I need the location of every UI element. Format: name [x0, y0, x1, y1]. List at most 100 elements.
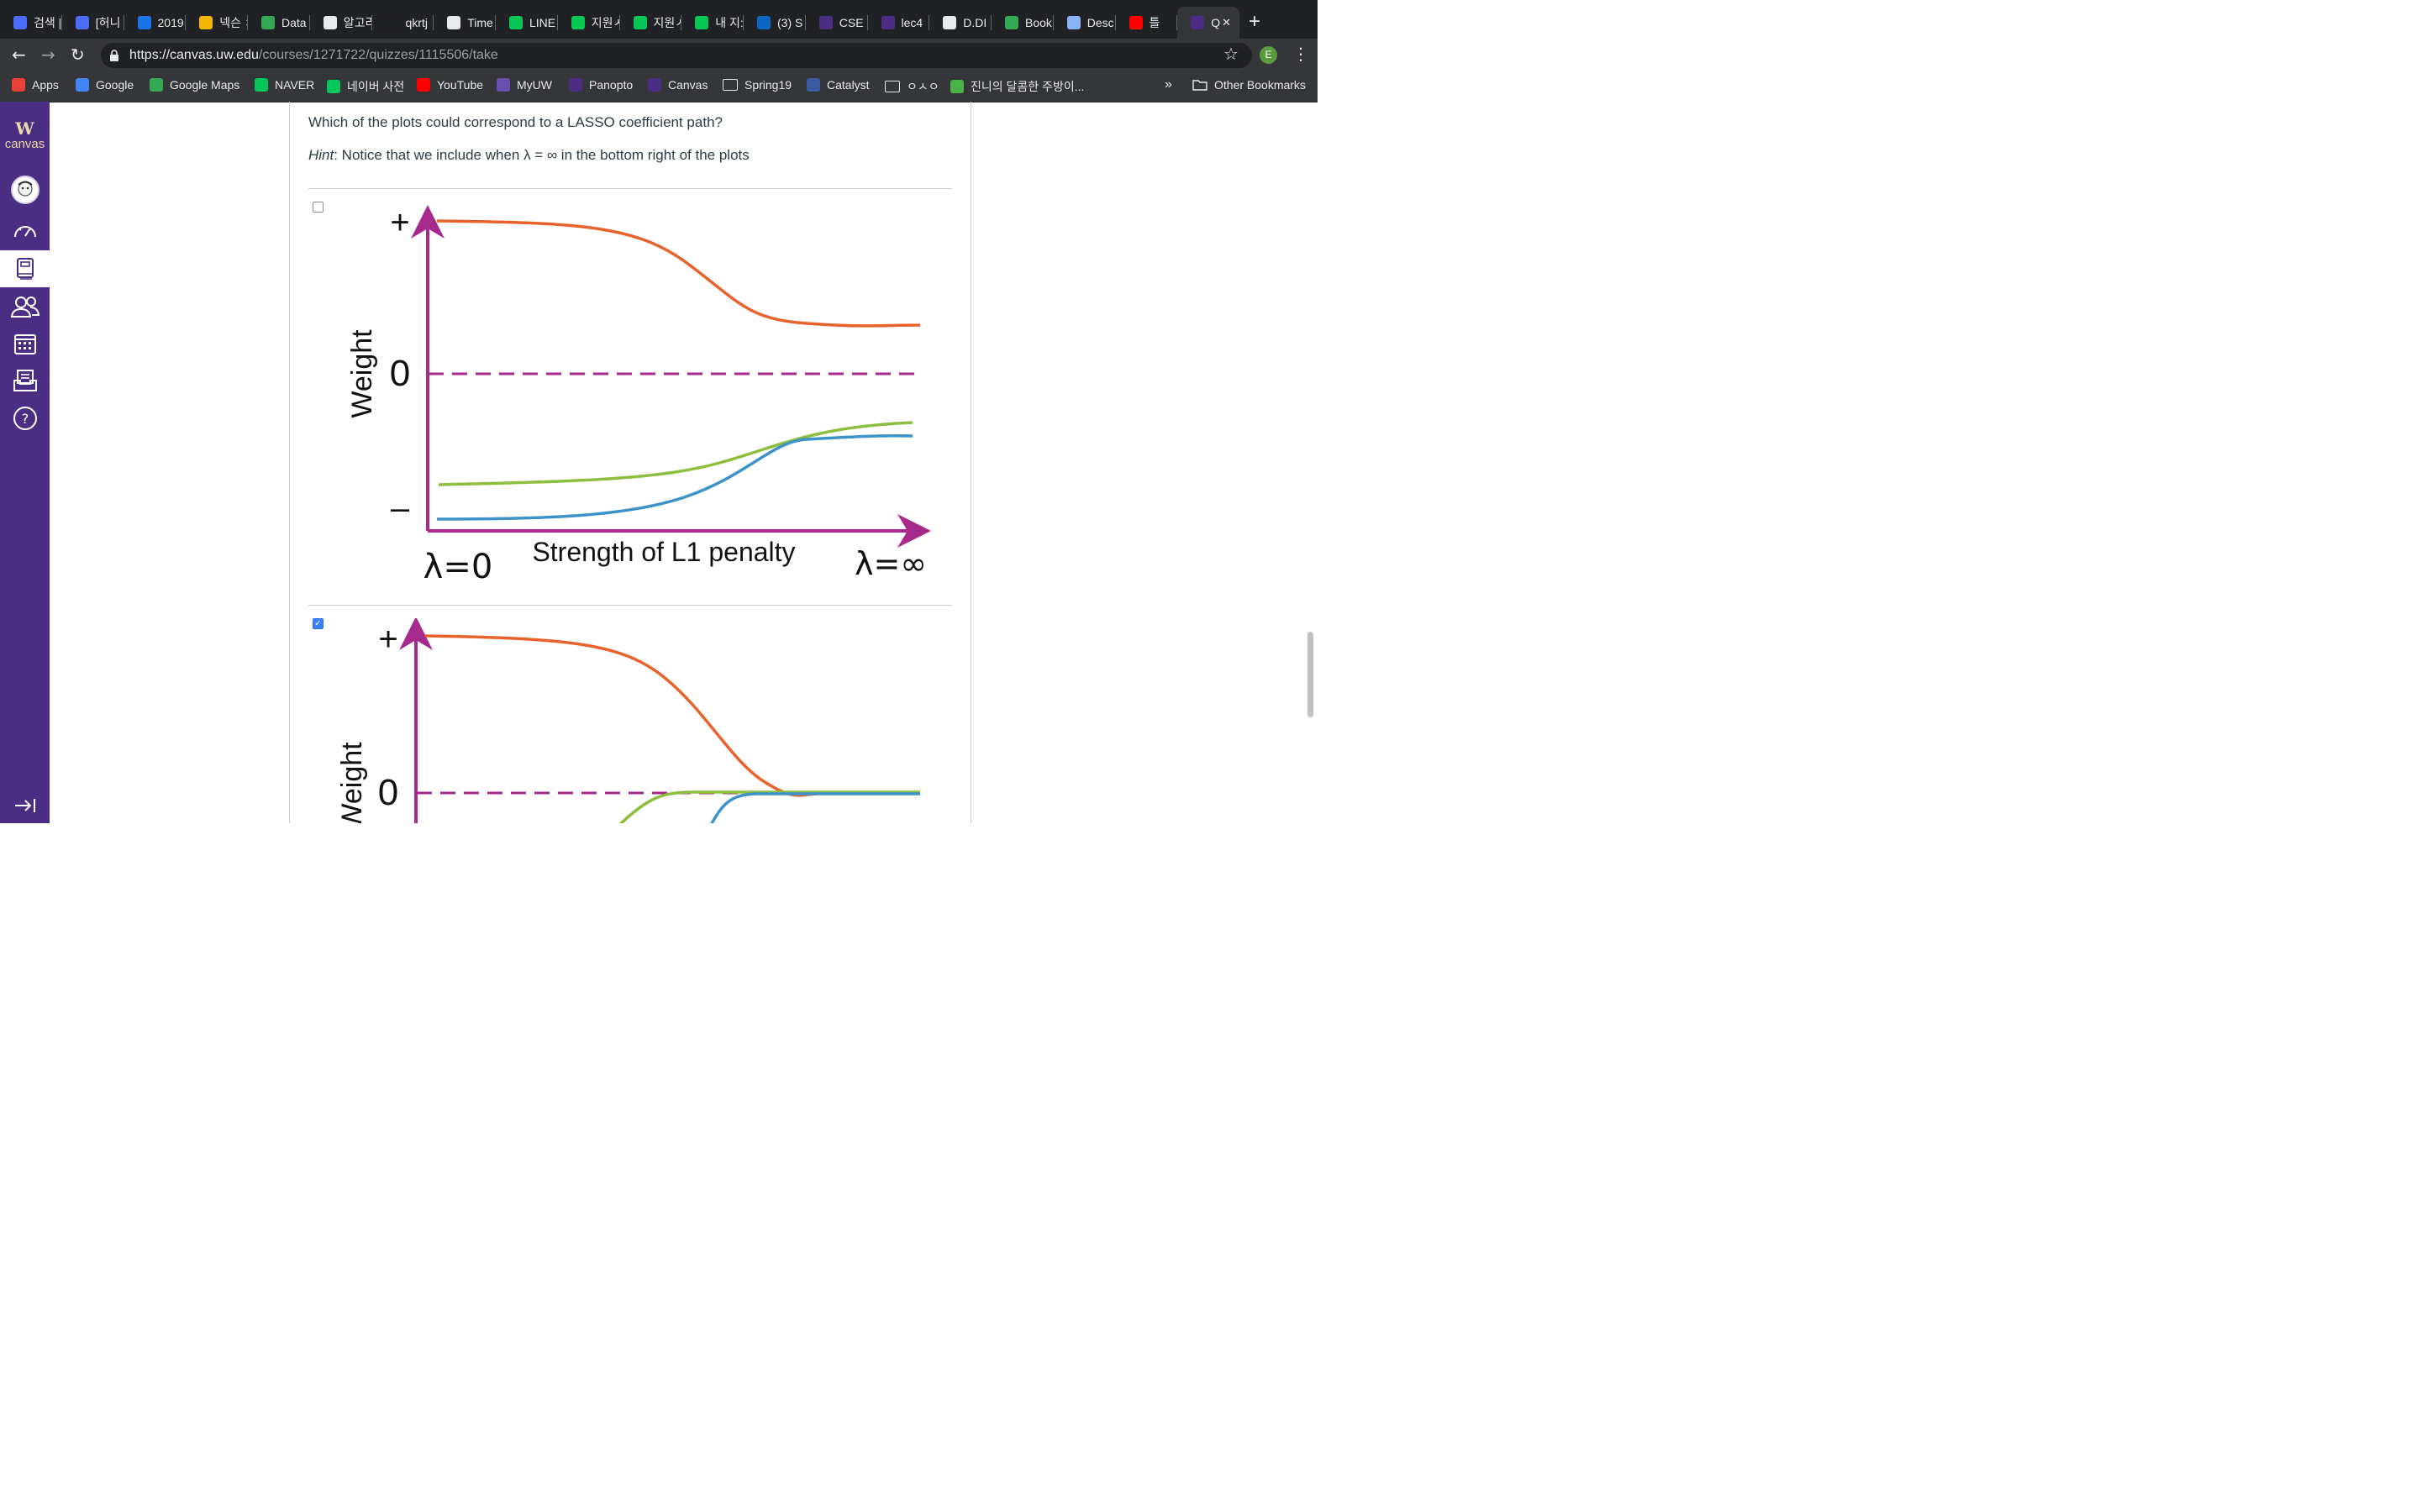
account-avatar-icon [10, 176, 39, 204]
canvas-logo[interactable]: W canvas [0, 118, 50, 151]
bookmark-label: Catalyst [827, 78, 870, 92]
bookmark-item[interactable]: YouTube [417, 78, 483, 92]
x-axis-label: Strength of L1 penalty [532, 537, 795, 567]
tab-separator [804, 15, 806, 30]
folder-icon [1192, 80, 1207, 91]
nav-groups[interactable] [0, 288, 50, 325]
page-scrollbar-thumb[interactable] [1307, 632, 1313, 717]
browser-tab[interactable]: Book [992, 7, 1054, 39]
bookmark-item[interactable]: NAVER [255, 78, 314, 92]
apps-grid-icon [12, 78, 25, 92]
tab-title: Data [281, 16, 307, 29]
browser-tab[interactable]: 지원ㅅ [558, 7, 620, 39]
browser-tab[interactable]: 지원ㅅ [620, 7, 682, 39]
address-bar[interactable] [101, 43, 1252, 68]
browser-tab[interactable]: D.DI [929, 7, 992, 39]
myuw-icon [497, 78, 510, 92]
collapse-nav-button[interactable] [0, 787, 50, 824]
bookmark-item[interactable]: Apps [12, 78, 59, 92]
browser-tab[interactable]: Desc [1054, 7, 1116, 39]
line-icon [571, 16, 585, 29]
nav-calendar[interactable] [0, 325, 50, 362]
help-question-icon: ? [13, 407, 37, 430]
star-icon[interactable]: ☆ [1223, 44, 1239, 64]
browser-tab[interactable]: 내 지: [681, 7, 744, 39]
bookmark-item[interactable]: 진니의 달콤한 주방이... [950, 78, 1084, 95]
nav-dashboard[interactable] [0, 212, 50, 249]
lambda-infinity-label: λ=∞ [855, 545, 927, 582]
bookmark-item[interactable]: Google [76, 78, 134, 92]
browser-tab[interactable]: 검색 | [0, 7, 62, 39]
browser-tab[interactable]: 틀 [1116, 7, 1178, 39]
bookmark-item[interactable]: Google Maps [150, 78, 239, 92]
tab-title: Time [467, 16, 493, 29]
browser-tab[interactable]: 넥슨 ㅊ [186, 7, 248, 39]
youtube-icon [417, 78, 430, 92]
bookmark-label: Panopto [589, 78, 634, 92]
bookmarks-overflow-button[interactable]: » [1165, 77, 1172, 92]
answer-checkbox-1[interactable] [313, 202, 324, 213]
nav-inbox[interactable] [0, 362, 50, 399]
tab-title: 넥슨 ㅊ [219, 16, 248, 29]
y-axis-label: Weight [336, 742, 368, 823]
line-icon [509, 16, 523, 29]
browser-tab[interactable]: LINE [496, 7, 558, 39]
close-tab-icon[interactable]: ✕ [1222, 16, 1231, 29]
orange-coefficient-path [436, 219, 921, 328]
answer-checkbox-2[interactable]: ✓ [313, 618, 324, 629]
browser-tab[interactable]: Data [248, 7, 310, 39]
maps-icon [150, 78, 163, 92]
plus-label: + [390, 204, 409, 241]
nav-account[interactable] [0, 171, 50, 208]
browser-tab[interactable]: CSE [806, 7, 868, 39]
bookmark-item[interactable]: Spring19 [723, 78, 792, 92]
bookmark-item[interactable]: 네이버 사전 [327, 78, 404, 95]
reload-icon[interactable]: ↻ [71, 45, 85, 65]
bookmark-item[interactable]: ㅇㅅㅇ [885, 78, 939, 95]
bookmark-item[interactable]: Canvas [648, 78, 708, 92]
browser-tab[interactable]: [허니 [62, 7, 124, 39]
green-coefficient-path [618, 790, 920, 823]
back-icon[interactable]: ← [12, 45, 26, 65]
browser-tab[interactable]: qkrtj [372, 7, 434, 39]
canvas-logo-text: canvas [4, 137, 45, 151]
tab-title: lec4 [901, 16, 923, 29]
other-bookmarks[interactable]: Other Bookmarks [1192, 78, 1306, 92]
bookmark-item[interactable]: MyUW [497, 78, 552, 92]
forward-icon[interactable]: → [41, 45, 55, 65]
zero-label: 0 [378, 772, 398, 813]
browser-tab[interactable]: Q ✕ [1177, 7, 1239, 39]
answer-plot-2: + 0 Weight [336, 618, 920, 823]
menu-kebab-icon[interactable]: ⋮ [1292, 44, 1309, 64]
tab-separator [308, 15, 310, 30]
question-hint: Hint: Notice that we include when λ = ∞ … [308, 147, 750, 164]
bookmark-item[interactable]: Panopto [569, 78, 633, 92]
tab-title: 알고리 [343, 16, 372, 29]
nexon-icon [199, 16, 213, 29]
browser-toolbar: ← → ↻ https://canvas.uw.edu/courses/1271… [0, 39, 1318, 72]
uw-w-icon [818, 16, 833, 29]
hint-text: : Notice that we include when λ = ∞ in t… [334, 147, 750, 163]
calendar-icon [13, 334, 36, 354]
browser-tab[interactable]: 알고리 [310, 7, 372, 39]
browser-tab[interactable]: Time [434, 7, 496, 39]
bookmark-label: Spring19 [744, 78, 792, 92]
profile-avatar[interactable]: E [1260, 46, 1277, 64]
document-icon [447, 16, 461, 29]
new-tab-button[interactable]: + [1249, 10, 1261, 33]
bookmark-item[interactable]: Catalyst [807, 78, 870, 92]
tab-title: (3) S [777, 16, 803, 29]
url-text[interactable]: https://canvas.uw.edu/courses/1271722/qu… [129, 48, 498, 62]
browser-tab[interactable]: 2019 [124, 7, 187, 39]
bookmarks-bar: Apps Google Google Maps NAVER 네이버 사전 YouTube M… [0, 72, 1318, 102]
browser-tab[interactable]: lec4 [868, 7, 930, 39]
line-icon [633, 16, 647, 29]
zero-label: 0 [390, 353, 410, 394]
nav-courses[interactable] [0, 250, 50, 287]
nav-help[interactable]: ? [0, 400, 50, 437]
linkedin-icon [757, 16, 771, 29]
browser-tab[interactable]: (3) S [744, 7, 806, 39]
uw-w-icon [881, 16, 895, 29]
naver-q-icon [75, 16, 89, 29]
answer-plot-1: + 0 – Weight λ=0 Strength of L1 penalty … [346, 204, 931, 586]
